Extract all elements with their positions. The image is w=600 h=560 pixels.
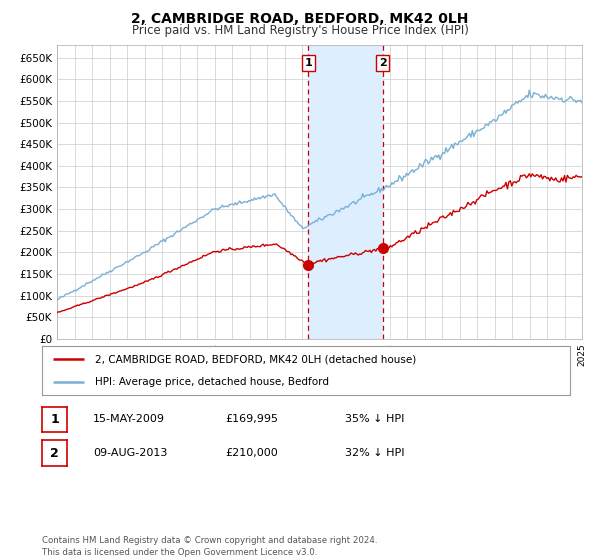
Text: HPI: Average price, detached house, Bedford: HPI: Average price, detached house, Bedf…: [95, 377, 329, 388]
Text: 2, CAMBRIDGE ROAD, BEDFORD, MK42 0LH: 2, CAMBRIDGE ROAD, BEDFORD, MK42 0LH: [131, 12, 469, 26]
Text: Price paid vs. HM Land Registry's House Price Index (HPI): Price paid vs. HM Land Registry's House …: [131, 24, 469, 36]
Text: 1: 1: [305, 58, 313, 68]
Text: Contains HM Land Registry data © Crown copyright and database right 2024.
This d: Contains HM Land Registry data © Crown c…: [42, 536, 377, 557]
Text: 1: 1: [50, 413, 59, 426]
Text: £210,000: £210,000: [225, 448, 278, 458]
Text: 35% ↓ HPI: 35% ↓ HPI: [345, 414, 404, 424]
Text: 32% ↓ HPI: 32% ↓ HPI: [345, 448, 404, 458]
Text: 2: 2: [379, 58, 386, 68]
Text: 09-AUG-2013: 09-AUG-2013: [93, 448, 167, 458]
Text: £169,995: £169,995: [225, 414, 278, 424]
Text: 15-MAY-2009: 15-MAY-2009: [93, 414, 165, 424]
Bar: [308, 45, 382, 339]
Text: 2, CAMBRIDGE ROAD, BEDFORD, MK42 0LH (detached house): 2, CAMBRIDGE ROAD, BEDFORD, MK42 0LH (de…: [95, 354, 416, 365]
Text: 2: 2: [50, 446, 59, 460]
